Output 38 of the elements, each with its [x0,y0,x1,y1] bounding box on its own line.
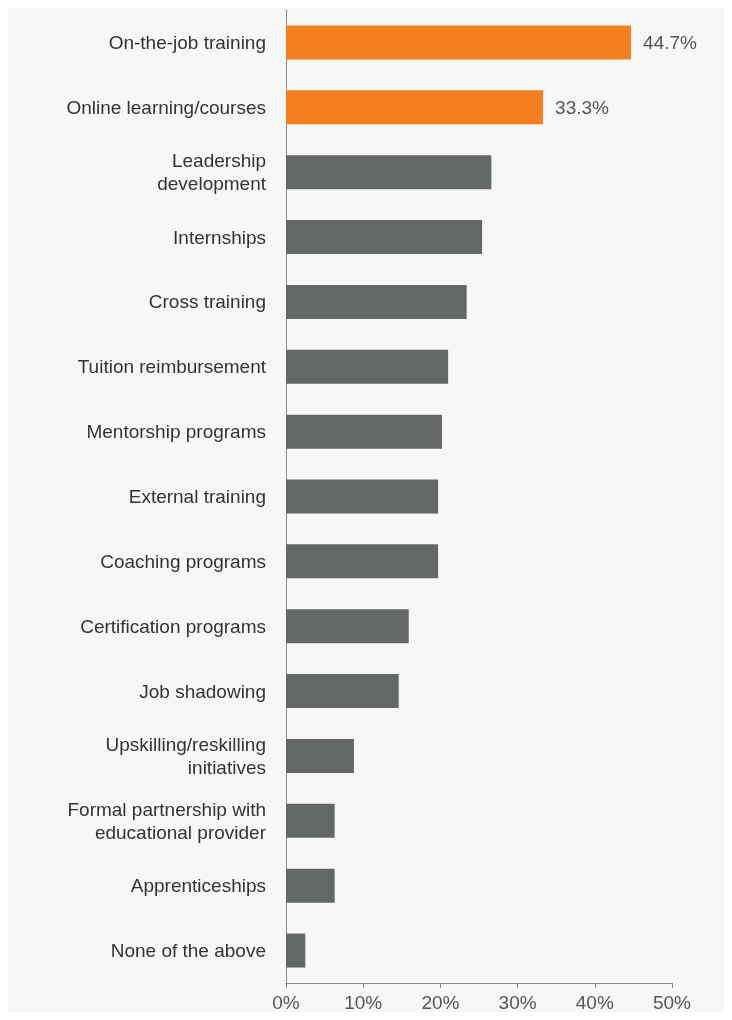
bar [286,155,492,190]
x-tick-label: 20% [421,992,460,1013]
bar [286,868,335,903]
y-tick-label: Leadership development [157,150,267,195]
y-tick-label: Mentorship programs [86,421,266,443]
bar [286,349,449,384]
bar [286,414,442,449]
bar [286,803,335,838]
data-label: 44.7% [643,31,698,53]
bar [286,25,632,60]
y-tick-label: On-the-job training [108,31,266,53]
bar [286,220,483,255]
y-tick-label: Formal partnership with educational provider [67,798,267,843]
y-tick-label: External training [128,486,266,507]
bar [286,609,409,644]
bar [286,479,439,514]
y-tick-label: None of the above [110,940,266,962]
y-tick-label: Tuition reimbursement [77,356,267,378]
y-tick-label: Upskilling/reskilling initiatives [105,733,266,778]
bar [286,738,354,773]
x-tick-label: 0% [272,992,300,1013]
x-tick-label: 40% [575,992,614,1013]
y-tick-label: Certification programs [80,615,266,637]
bar [286,933,306,968]
y-tick-label: Job shadowing [139,680,266,702]
bar [286,90,544,125]
bar [286,674,399,709]
y-tick-label: Online learning/courses [66,96,266,118]
y-tick-label: Apprenticeships [130,875,266,897]
x-tick-label: 50% [652,992,692,1013]
y-tick-label: Internships [173,226,266,248]
bar [286,544,439,579]
x-tick-label: 30% [498,992,537,1013]
data-label: 33.3% [555,96,610,118]
x-tick-label: 10% [344,992,383,1013]
y-tick-label: Cross training [148,291,266,313]
bar [286,284,467,319]
y-tick-label: Coaching programs [100,550,266,572]
